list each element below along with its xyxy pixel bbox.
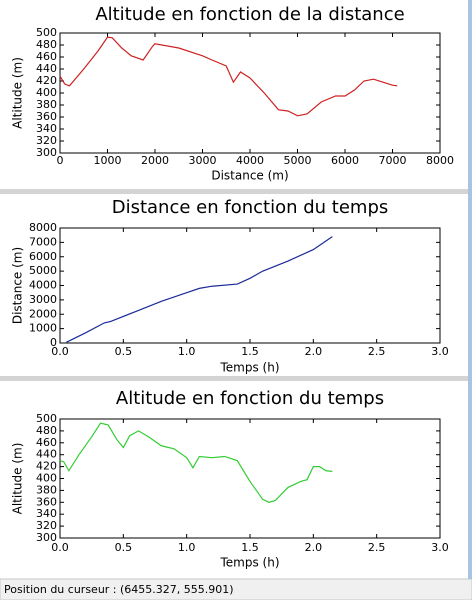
x-tick-label: 1.5 <box>241 541 259 554</box>
x-tick-label: 0.0 <box>51 345 69 358</box>
y-tick-label: 320 <box>36 519 57 532</box>
plot-frame <box>59 227 441 344</box>
y-tick-label: 6000 <box>29 250 57 263</box>
y-tick-label: 8000 <box>29 221 57 234</box>
x-tick-label: 7000 <box>379 154 407 167</box>
x-tick-label: 0.0 <box>51 541 69 554</box>
y-tick-label: 2000 <box>29 307 57 320</box>
x-tick-label: 3.0 <box>431 345 449 358</box>
plot-frame <box>59 32 441 154</box>
data-line <box>59 36 398 117</box>
separator <box>0 189 472 194</box>
x-tick-label: 2.0 <box>305 541 323 554</box>
x-tick-label: 2.5 <box>368 345 386 358</box>
y-tick-label: 400 <box>36 472 57 485</box>
x-tick-label: 2.0 <box>305 345 323 358</box>
y-axis-label: Altitude (m) <box>11 57 25 129</box>
window-border <box>468 0 472 579</box>
y-tick-label: 460 <box>36 436 57 449</box>
y-tick-label: 500 <box>36 26 57 39</box>
y-tick-label: 5000 <box>29 264 57 277</box>
y-tick-label: 7000 <box>29 235 57 248</box>
x-tick-label: 1000 <box>94 154 122 167</box>
y-tick-label: 320 <box>36 134 57 147</box>
y-tick-label: 420 <box>36 74 57 87</box>
x-tick-label: 4000 <box>236 154 264 167</box>
chart-title: Altitude en fonction de la distance <box>95 4 404 25</box>
y-tick-label: 360 <box>36 110 57 123</box>
x-tick-label: 3.0 <box>431 541 449 554</box>
x-tick-label: 2000 <box>141 154 169 167</box>
data-line <box>59 422 333 503</box>
x-tick-label: 2.5 <box>368 541 386 554</box>
plot-frame <box>59 418 441 539</box>
y-tick-label: 1000 <box>29 322 57 335</box>
y-tick-label: 380 <box>36 98 57 111</box>
y-tick-label: 340 <box>36 507 57 520</box>
x-tick-label: 1.0 <box>178 345 196 358</box>
status-text: Position du curseur : (6455.327, 555.901… <box>4 583 234 596</box>
y-tick-label: 500 <box>36 412 57 425</box>
y-tick-label: 480 <box>36 38 57 51</box>
x-tick-label: 1.0 <box>178 541 196 554</box>
status-bar <box>0 578 472 600</box>
x-tick-label: 3000 <box>189 154 217 167</box>
x-tick-label: 5000 <box>284 154 312 167</box>
x-axis-label: Temps (h) <box>219 556 279 570</box>
y-axis-label: Altitude (m) <box>11 443 25 515</box>
y-tick-label: 360 <box>36 495 57 508</box>
x-tick-label: 1.5 <box>241 345 259 358</box>
separator <box>0 376 472 381</box>
y-tick-label: 440 <box>36 62 57 75</box>
y-tick-label: 480 <box>36 424 57 437</box>
y-tick-label: 0 <box>50 336 57 349</box>
y-tick-label: 380 <box>36 483 57 496</box>
data-line <box>66 236 333 343</box>
y-axis-label: Distance (m) <box>11 247 25 324</box>
y-tick-label: 440 <box>36 448 57 461</box>
y-tick-label: 300 <box>36 531 57 544</box>
y-tick-label: 420 <box>36 460 57 473</box>
y-tick-label: 400 <box>36 86 57 99</box>
x-tick-label: 8000 <box>426 154 454 167</box>
x-tick-label: 0.5 <box>115 345 133 358</box>
y-tick-label: 300 <box>36 146 57 159</box>
x-tick-label: 0.5 <box>115 541 133 554</box>
x-tick-label: 6000 <box>331 154 359 167</box>
y-tick-label: 460 <box>36 50 57 63</box>
chart-title: Distance en fonction du temps <box>112 197 389 218</box>
y-tick-label: 4000 <box>29 279 57 292</box>
chart-title: Altitude en fonction du temps <box>116 388 384 409</box>
y-tick-label: 340 <box>36 122 57 135</box>
y-tick-label: 3000 <box>29 293 57 306</box>
x-axis-label: Distance (m) <box>211 169 288 183</box>
x-tick-label: 0 <box>57 154 64 167</box>
x-axis-label: Temps (h) <box>219 361 279 375</box>
